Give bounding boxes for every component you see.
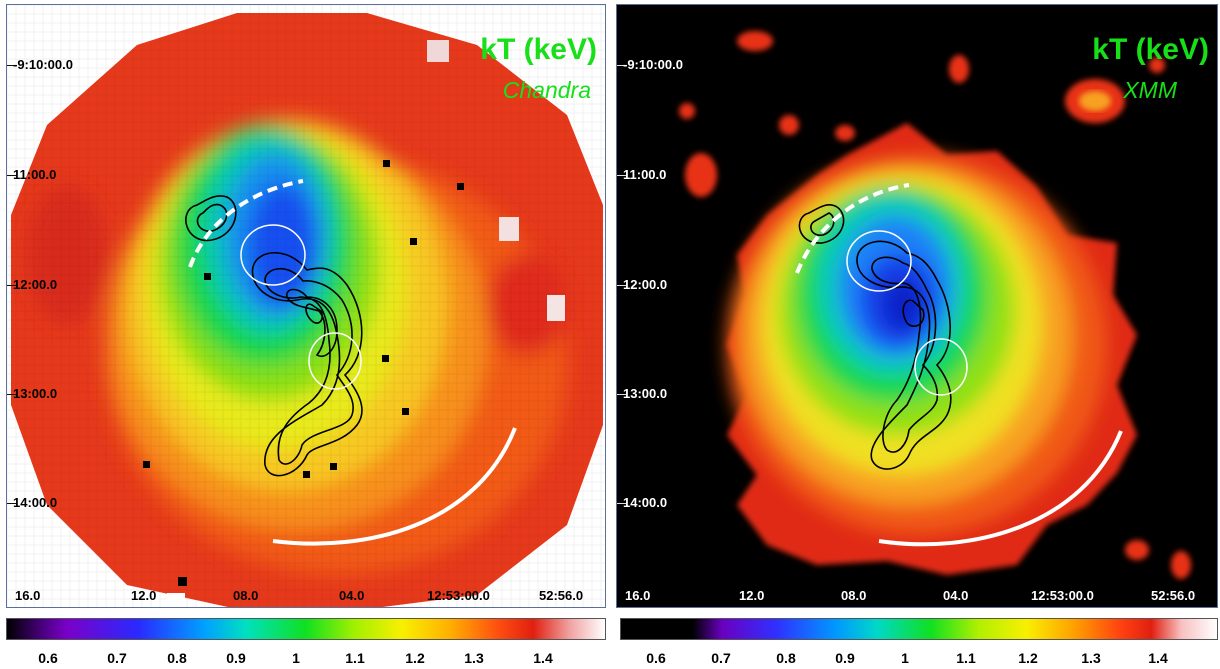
- ra-label: 08.0: [841, 588, 867, 603]
- colorbar-tick-label: 0.8: [167, 650, 187, 666]
- colorbar-tick-label: 1.4: [1148, 650, 1168, 666]
- colorbar-tick-label: 0.7: [711, 650, 731, 666]
- ra-label: 16.0: [625, 588, 651, 603]
- ra-label: 04.0: [339, 588, 365, 603]
- dec-tick: [617, 285, 627, 286]
- colorbar-tick-label: 1: [292, 650, 300, 666]
- chandra-temperature-map: -9:10:00.0 11:00.0 12:00.0 13:00.0 14:00…: [6, 4, 606, 608]
- ra-label: 16.0: [15, 588, 41, 603]
- dec-label: 12:00.0: [13, 277, 58, 292]
- ra-label: 52:56.0: [539, 588, 584, 603]
- dec-label: -9:10:00.0: [623, 57, 683, 72]
- colorbar-tick-label: 1.3: [1081, 650, 1101, 666]
- dec-tick: [617, 175, 627, 176]
- colorbar-tick-label: 0.9: [226, 650, 246, 666]
- dec-tick: [617, 503, 627, 504]
- colorbar-left: [6, 618, 606, 640]
- dec-tick: [617, 394, 627, 395]
- colorbar-tick-label: 0.6: [38, 650, 58, 666]
- dec-label: 12:00.0: [623, 277, 668, 292]
- colorbar-tick-label: 1.2: [1018, 650, 1038, 666]
- dec-tick: [7, 285, 17, 286]
- colorbar-tick-label: 0.8: [776, 650, 796, 666]
- panel-title: kT (keV): [1092, 33, 1209, 66]
- colorbar-tick-label: 1: [901, 650, 909, 666]
- colorbar-tick-label: 0.7: [107, 650, 127, 666]
- dec-label: 11:00.0: [13, 167, 57, 182]
- colorbar-tick-label: 1.4: [533, 650, 553, 666]
- instrument-label: Chandra: [502, 77, 591, 103]
- ra-label: 08.0: [233, 588, 259, 603]
- chandra-map-image: [7, 5, 605, 607]
- ra-label: 12.0: [131, 588, 157, 603]
- xmm-temperature-map: -9:10:00.0 11:00.0 12:00.0 13:00.0 14:00…: [616, 4, 1218, 608]
- ra-label: 52:56.0: [1151, 588, 1196, 603]
- xmm-map-image: [617, 5, 1217, 607]
- dec-tick: [7, 65, 17, 66]
- colorbar-right: [620, 618, 1218, 640]
- dec-tick: [7, 503, 17, 504]
- ra-label: 04.0: [943, 588, 969, 603]
- colorbar-tick-label: 1.3: [464, 650, 484, 666]
- colorbar-tick-label: 0.6: [646, 650, 666, 666]
- instrument-label: XMM: [1123, 77, 1177, 103]
- dec-tick: [7, 175, 17, 176]
- dec-label: 13:00.0: [13, 386, 58, 401]
- dec-label: 11:00.0: [623, 167, 667, 182]
- colorbar-tick-label: 1.1: [956, 650, 976, 666]
- ra-label: 12.0: [739, 588, 765, 603]
- panel-title: kT (keV): [480, 33, 597, 66]
- colorbar-tick-label: 0.9: [835, 650, 855, 666]
- dec-tick: [617, 65, 627, 66]
- colorbar-tick-label: 1.2: [405, 650, 425, 666]
- dec-tick: [7, 394, 17, 395]
- dec-label: -9:10:00.0: [13, 57, 73, 72]
- ra-label: 12:53:00.0: [1031, 588, 1094, 603]
- ra-label: 12:53:00.0: [427, 588, 490, 603]
- dec-label: 14:00.0: [13, 495, 58, 510]
- colorbar-tick-label: 1.1: [345, 650, 365, 666]
- dec-label: 13:00.0: [623, 386, 668, 401]
- dec-label: 14:00.0: [623, 495, 668, 510]
